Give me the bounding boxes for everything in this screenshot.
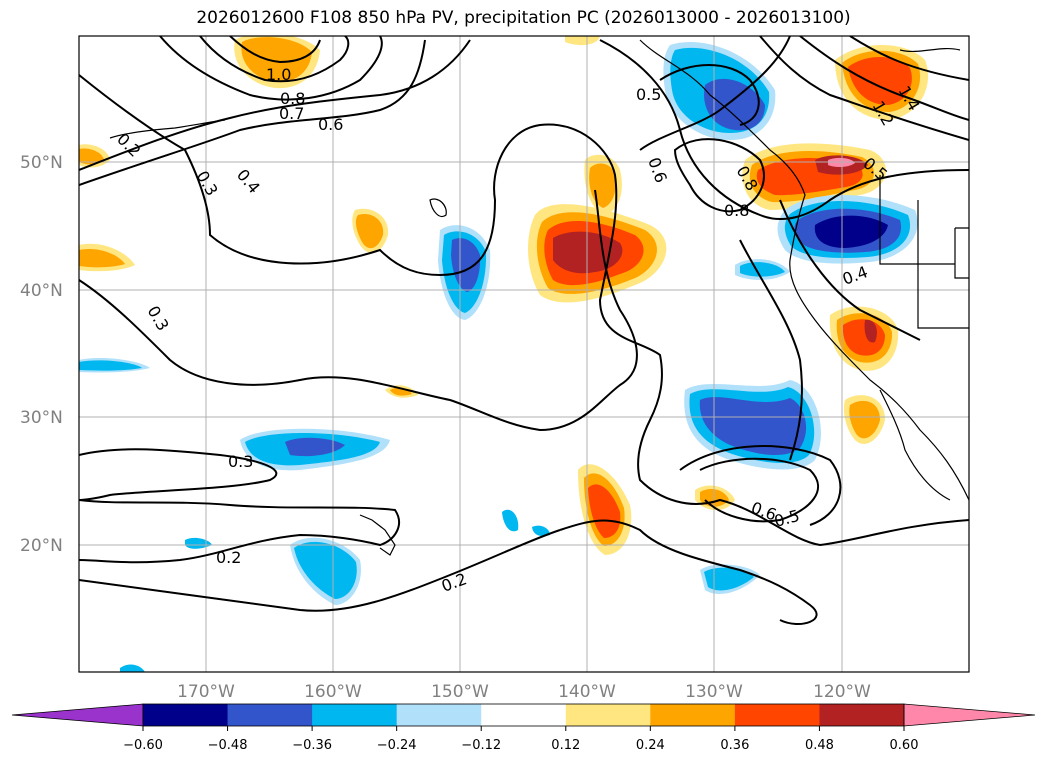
colorbar-bin <box>312 704 398 726</box>
colorbar-tick-label: 0.12 <box>551 738 580 753</box>
map-area <box>79 36 969 672</box>
lon-label: 140°W <box>558 682 616 702</box>
contour-label: 0.6 <box>318 115 343 134</box>
colorbar-tick-label: 0.60 <box>890 738 919 753</box>
colorbar-bin <box>481 704 567 726</box>
contour-label: 0.8 <box>724 201 749 220</box>
lat-label: 40°N <box>20 281 63 301</box>
lon-label: 160°W <box>304 682 362 702</box>
colorbar-tick-label: −0.60 <box>123 738 163 753</box>
longitude-labels: 170°W 160°W 150°W 140°W 130°W 120°W <box>177 682 871 702</box>
colorbar-frame <box>142 703 905 727</box>
colorbar: −0.60 −0.48 −0.36 −0.24 −0.12 0.12 0.24 0.36 0.4… <box>11 703 1036 753</box>
contour-label: 0.2 <box>216 548 241 567</box>
map-title: 2026012600 F108 850 hPa PV, precipitatio… <box>196 8 851 28</box>
lat-label: 50°N <box>20 153 63 173</box>
contour-label: 0.3 <box>228 452 253 471</box>
colorbar-tick-label: −0.36 <box>292 738 332 753</box>
lat-label: 20°N <box>20 536 63 556</box>
precip-negative-shading <box>79 42 918 672</box>
colorbar-tick-label: −0.12 <box>461 738 501 753</box>
colorbar-bin <box>650 704 736 726</box>
colorbar-tick-label: −0.48 <box>208 738 248 753</box>
latitude-labels: 50°N 40°N 30°N 20°N <box>20 153 63 556</box>
colorbar-extend-low <box>11 703 144 727</box>
lat-label: 30°N <box>20 408 63 428</box>
colorbar-tick-label: 0.48 <box>805 738 834 753</box>
colorbar-bin <box>143 704 229 726</box>
pv-contours <box>79 36 969 625</box>
colorbar-bin <box>734 704 820 726</box>
colorbar-tick-label: 0.24 <box>636 738 665 753</box>
map-frame <box>78 35 970 673</box>
contour-label: 0.5 <box>636 85 661 104</box>
precip-positive-shading <box>79 36 929 555</box>
contour-label: 1.0 <box>266 65 291 84</box>
colorbar-tick-label: −0.24 <box>377 738 417 753</box>
colorbar-bin <box>227 704 313 726</box>
lon-label: 170°W <box>177 682 235 702</box>
lon-label: 150°W <box>431 682 489 702</box>
colorbar-bin <box>819 704 905 726</box>
colorbar-bin <box>396 704 482 726</box>
colorbar-bin <box>565 704 651 726</box>
colorbar-extend-high <box>903 703 1036 727</box>
lon-label: 130°W <box>685 682 743 702</box>
contour-label: 0.7 <box>279 104 304 123</box>
lon-label: 120°W <box>813 682 871 702</box>
colorbar-tick-label: 0.36 <box>720 738 749 753</box>
coastlines <box>109 39 969 556</box>
contour-label: 0.8 <box>280 89 305 108</box>
